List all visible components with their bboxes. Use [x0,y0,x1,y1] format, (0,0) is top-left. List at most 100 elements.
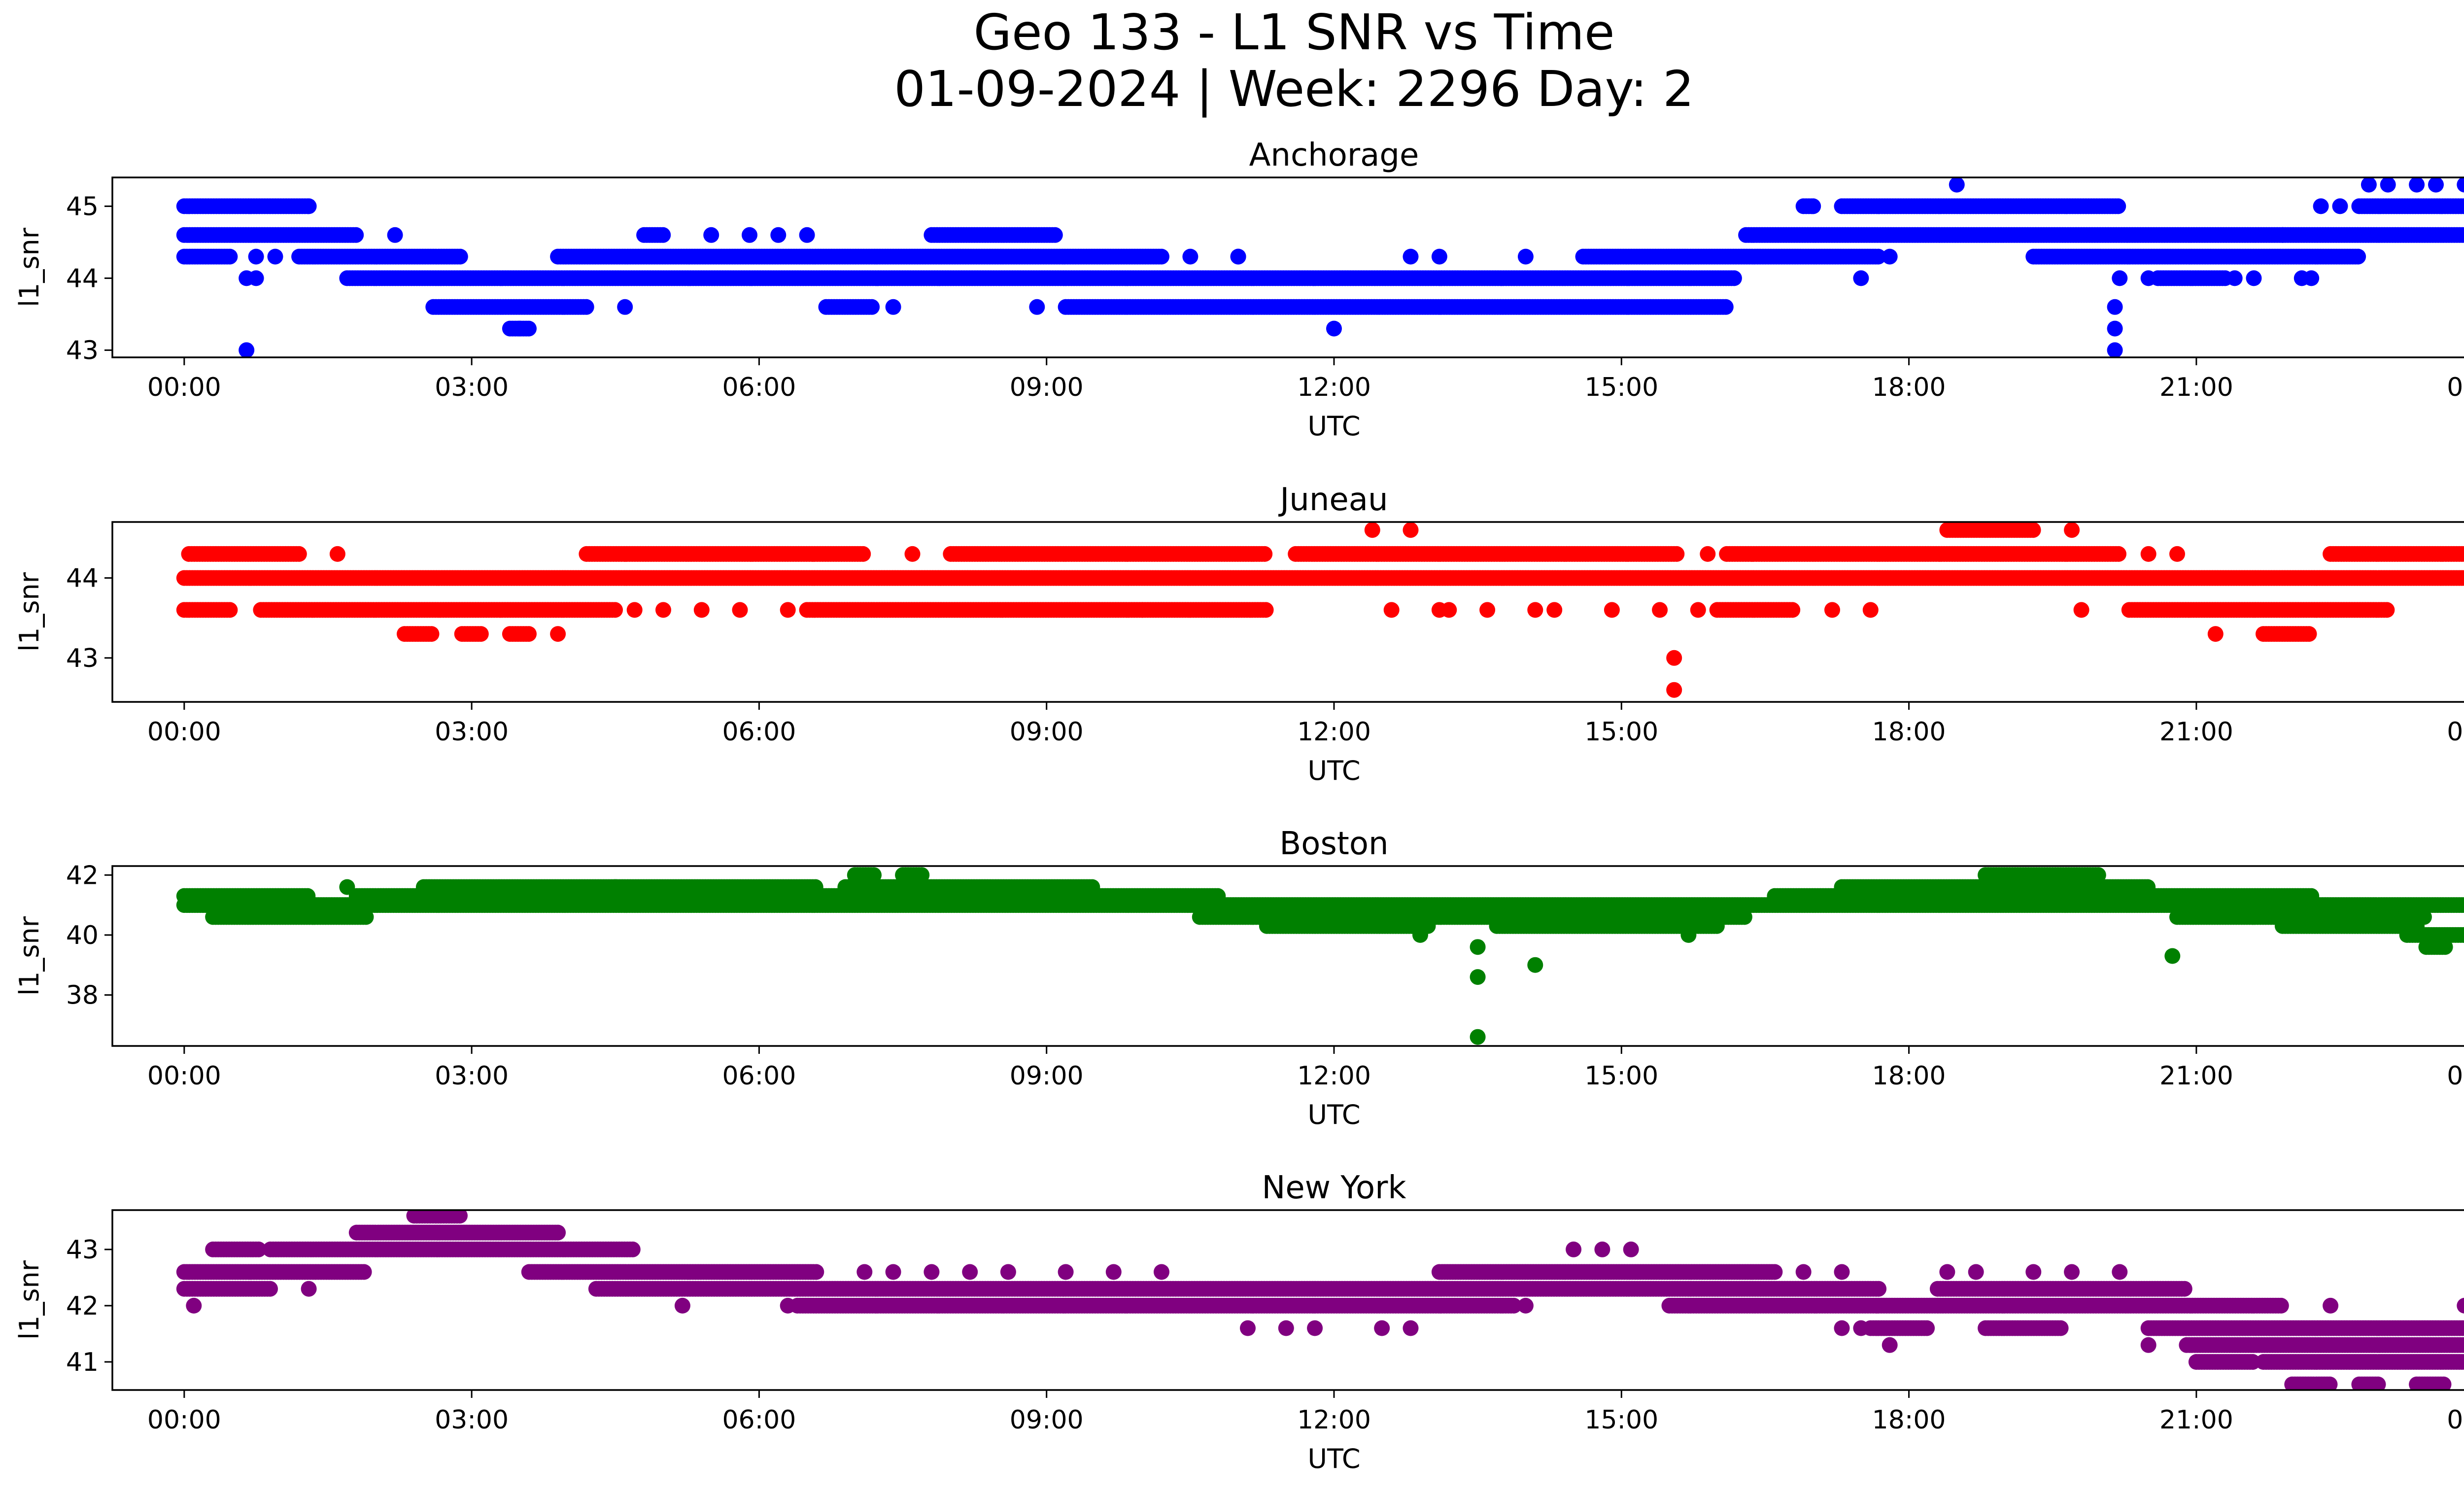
data-point [1666,650,1682,666]
x-tick-label: 00:00 [147,373,221,402]
x-tick-label: 09:00 [1010,373,1084,402]
data-point [2274,227,2291,243]
data-point [239,342,255,357]
data-point [655,602,671,618]
x-tick-label: 12:00 [1297,373,1371,402]
subplot-title: Boston [1279,826,1388,862]
data-point [267,248,283,265]
data-point [2207,626,2224,642]
y-tick-label: 43 [66,336,99,365]
data-point [2110,198,2126,214]
data-point [799,227,815,243]
x-tick-label: 21:00 [2159,717,2233,747]
data-point [2025,522,2041,538]
data-point [866,867,882,883]
data-point [2462,549,2464,559]
data-point [2246,270,2262,286]
data-point [693,602,710,618]
data-point [2350,248,2366,265]
data-point [1230,248,1246,265]
data-point [2107,320,2123,337]
data-point [626,602,643,618]
x-tick-label: 00:00 [147,717,221,747]
data-point [2409,177,2425,193]
data-point [607,602,623,618]
data-point [1527,602,1543,618]
data-point [387,227,403,243]
x-tick-label: 06:00 [722,373,796,402]
data-point [1326,320,1342,337]
data-point [1258,602,1274,618]
data-point [2461,200,2464,212]
data-series [176,522,2464,698]
data-point [2361,177,2377,193]
data-point [2226,270,2243,286]
data-point [1403,248,1419,265]
data-point [617,299,633,315]
data-point [1134,602,1151,618]
data-point [2169,546,2185,562]
x-axis-label: UTC [1307,755,1360,786]
data-series [176,177,2464,357]
data-point [248,248,264,265]
data-point [770,227,787,243]
subplot-title: Anchorage [1249,137,1419,174]
data-point [742,227,757,243]
data-point [1853,270,1869,286]
y-tick-label: 44 [66,264,99,293]
x-tick-label: 00:00 [2447,373,2464,402]
data-point [2459,547,2464,561]
data-point [248,270,264,286]
x-tick-label: 18:00 [1872,373,1946,402]
data-point [2140,270,2156,286]
figure-title-line2: 01-09-2024 | Week: 2296 Day: 2 [894,60,1694,118]
x-tick-label: 09:00 [1010,717,1084,747]
data-point [2090,867,2106,883]
data-point [655,227,671,243]
data-point [2332,198,2348,214]
subplot-anchorage: Anchorage 00:00 03:00 06:00 09:00 12:00 15:00 1… [14,137,2464,442]
x-tick-label: 00:00 [2447,717,2464,747]
y-tick-label: 45 [66,192,99,221]
y-tick-label: 44 [66,564,99,593]
data-point [2301,626,2317,642]
data-point [2428,177,2444,193]
x-tick-label: 03:00 [435,373,509,402]
data-point [2303,270,2320,286]
data-point [1949,177,1965,193]
data-point [1784,602,1801,618]
subplot-title: Juneau [1278,482,1388,518]
data-point [864,299,880,315]
data-point [348,227,364,243]
data-point [2140,546,2156,562]
data-point [1870,248,1886,265]
data-series [176,867,2464,1045]
data-point [2459,571,2464,586]
data-point [1182,248,1198,265]
data-point [2380,177,2396,193]
data-point [2379,602,2395,618]
data-point [885,299,901,315]
data-point [1154,248,1169,265]
data-point [1383,602,1400,618]
data-point [222,248,238,265]
x-tick-label: 15:00 [1584,717,1658,747]
data-point [1403,522,1419,538]
data-point [1257,546,1273,562]
data-point [1364,522,1380,538]
data-point [1517,248,1534,265]
data-point [1479,602,1496,618]
x-tick-label: 15:00 [1584,373,1658,402]
data-point [1862,602,1879,618]
data-point [1669,546,1685,562]
data-point [222,602,238,618]
data-point [2460,228,2464,242]
data-point [2313,198,2329,214]
data-point [473,626,489,642]
y-axis-label: l1_snr [14,227,45,307]
data-point [1726,270,1742,286]
data-point [1666,682,1682,698]
data-point [329,546,345,562]
